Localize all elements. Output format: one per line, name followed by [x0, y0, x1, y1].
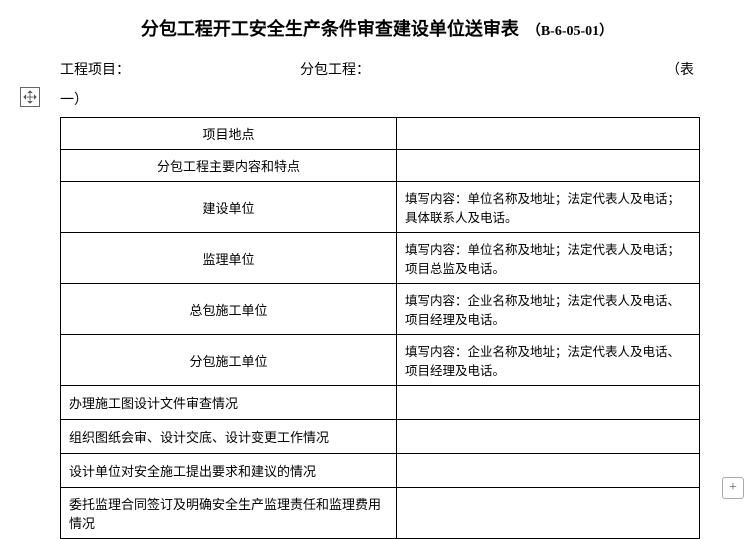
row-label: 组织图纸会审、设计交底、设计变更工作情况: [61, 420, 397, 454]
project-label: 工程项目：: [60, 59, 300, 79]
title-code: （B-6-05-01）: [527, 24, 613, 39]
row-label: 项目地点: [61, 118, 397, 150]
row-label: 监理单位: [61, 233, 397, 284]
table-row: 办理施工图设计文件审查情况: [61, 386, 700, 420]
row-label: 建设单位: [61, 182, 397, 233]
row-label: 分包施工单位: [61, 335, 397, 386]
table-row: 组织图纸会审、设计交底、设计变更工作情况: [61, 420, 700, 454]
row-value: 填写内容：单位名称及地址；法定代表人及电话；项目总监及电话。: [397, 233, 700, 284]
plus-icon: +: [729, 480, 737, 496]
table-row: 项目地点: [61, 118, 700, 150]
add-button[interactable]: +: [722, 477, 744, 499]
arrows-move-icon: [23, 90, 37, 104]
row-value: [397, 386, 700, 420]
table-row: 委托监理合同签订及明确安全生产监理责任和监理费用情况: [61, 488, 700, 539]
subproject-label: 分包工程：: [300, 59, 600, 79]
table-row: 分包工程主要内容和特点: [61, 150, 700, 182]
document-title: 分包工程开工安全生产条件审查建设单位送审表 （B-6-05-01）: [40, 15, 714, 41]
row-value: 填写内容：企业名称及地址；法定代表人及电话、项目经理及电话。: [397, 284, 700, 335]
row-label: 委托监理合同签订及明确安全生产监理责任和监理费用情况: [61, 488, 397, 539]
header-row: 工程项目： 分包工程： （表: [40, 59, 714, 79]
row-value: [397, 454, 700, 488]
row-value: 填写内容：单位名称及地址；法定代表人及电话；具体联系人及电话。: [397, 182, 700, 233]
sheet-prefix: （表: [600, 59, 694, 79]
row-value: [397, 150, 700, 182]
row-label: 分包工程主要内容和特点: [61, 150, 397, 182]
sheet-num-row: 一）: [40, 89, 714, 109]
title-main: 分包工程开工安全生产条件审查建设单位送审表: [141, 19, 519, 39]
sheet-num: 一）: [60, 93, 88, 108]
row-label: 总包施工单位: [61, 284, 397, 335]
row-value: [397, 118, 700, 150]
row-label: 设计单位对安全施工提出要求和建议的情况: [61, 454, 397, 488]
table-row: 分包施工单位 填写内容：企业名称及地址；法定代表人及电话、项目经理及电话。: [61, 335, 700, 386]
table-row: 总包施工单位 填写内容：企业名称及地址；法定代表人及电话、项目经理及电话。: [61, 284, 700, 335]
row-value: 填写内容：企业名称及地址；法定代表人及电话、项目经理及电话。: [397, 335, 700, 386]
move-handle-icon[interactable]: [20, 87, 40, 107]
row-label: 办理施工图设计文件审查情况: [61, 386, 397, 420]
table-row: 设计单位对安全施工提出要求和建议的情况: [61, 454, 700, 488]
form-table: 项目地点 分包工程主要内容和特点 建设单位 填写内容：单位名称及地址；法定代表人…: [60, 117, 700, 539]
row-value: [397, 488, 700, 539]
row-value: [397, 420, 700, 454]
table-row: 建设单位 填写内容：单位名称及地址；法定代表人及电话；具体联系人及电话。: [61, 182, 700, 233]
table-row: 监理单位 填写内容：单位名称及地址；法定代表人及电话；项目总监及电话。: [61, 233, 700, 284]
